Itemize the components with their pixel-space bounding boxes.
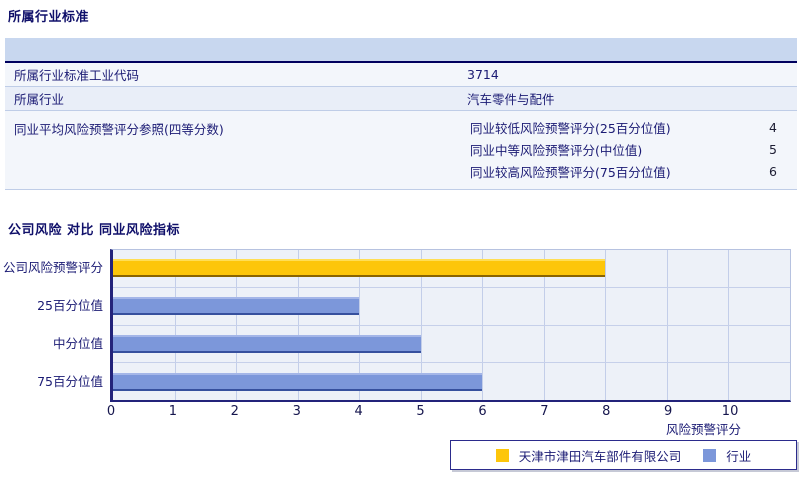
row-label: 同业平均风险预警评分参照(四等分数) — [14, 122, 224, 137]
x-axis-ticks: 0 1 2 3 4 5 6 7 8 9 10 — [107, 404, 792, 420]
category-band — [113, 288, 790, 326]
table-header-band — [5, 38, 797, 63]
industry-standard-table: 所属行业标准工业代码 3714 所属行业 汽车零件与配件 同业平均风险预警评分参… — [5, 38, 797, 190]
category-band — [113, 363, 790, 400]
row-label: 所属行业 — [14, 92, 65, 107]
category-label: 75百分位值 — [37, 373, 103, 389]
industry-score-bar — [113, 297, 360, 316]
sub-row-value: 6 — [769, 163, 777, 179]
sub-row-label: 同业较高风险预警评分(75百分位值) — [470, 164, 671, 180]
sub-row-label: 同业中等风险预警评分(中位值) — [470, 142, 643, 158]
category-band — [113, 326, 790, 364]
chart-category-labels: 公司风险预警评分 25百分位值中分位值 75百分位值 — [0, 249, 103, 401]
industry-standard-section-title: 所属行业标准 — [8, 10, 90, 25]
row-value: 汽车零件与配件 — [467, 92, 555, 107]
category-label: 25百分位值 — [37, 297, 103, 313]
sub-row-75th-percentile: 同业较高风险预警评分(75百分位值) 6 — [467, 160, 797, 182]
plot-area — [110, 249, 791, 402]
x-tick-label: 10 — [721, 404, 739, 419]
sub-row-25th-percentile: 同业较低风险预警评分(25百分位值) 4 — [467, 116, 797, 138]
industry-score-bar — [113, 372, 483, 391]
chart-legend: 天津市津田汽车部件有限公司 行业 — [450, 440, 797, 470]
x-tick-label: 7 — [540, 404, 549, 419]
row-label: 所属行业标准工业代码 — [14, 68, 140, 83]
x-tick-label: 5 — [416, 404, 425, 419]
sub-row-value: 5 — [769, 141, 777, 157]
x-tick-label: 0 — [106, 404, 116, 419]
x-axis-label: 风险预警评分 — [665, 422, 741, 437]
category-band — [113, 250, 790, 288]
x-tick-label: 8 — [602, 404, 611, 419]
category-label: 公司风险预警评分 — [2, 259, 103, 275]
x-tick-label: 6 — [478, 404, 487, 419]
legend-label-company: 天津市津田汽车部件有限公司 — [518, 448, 682, 464]
table-row-industry: 所属行业 汽车零件与配件 — [5, 87, 797, 111]
company-score-bar — [113, 259, 606, 278]
sub-row-value: 4 — [769, 119, 777, 135]
category-label: 中分位值 — [52, 335, 103, 351]
row-value: 3714 — [467, 67, 499, 82]
industry-score-bar — [113, 334, 421, 353]
sub-row-median: 同业中等风险预警评分(中位值) 5 — [467, 138, 797, 160]
legend-swatch-company — [495, 448, 509, 462]
x-tick-label: 4 — [354, 404, 363, 419]
benchmark-sub-rows: 同业较低风险预警评分(25百分位值) 4 同业中等风险预警评分(中位值) 5 同… — [467, 116, 797, 182]
sub-row-label: 同业较低风险预警评分(25百分位值) — [470, 120, 671, 136]
x-tick-label: 9 — [664, 404, 673, 419]
table-row-peer-benchmark: 同业平均风险预警评分参照(四等分数) 同业较低风险预警评分(25百分位值) 4 … — [5, 111, 797, 190]
x-tick-label: 3 — [292, 404, 301, 419]
table-row-industry-code: 所属行业标准工业代码 3714 — [5, 63, 797, 87]
x-tick-label: 1 — [168, 404, 178, 419]
legend-label-industry: 行业 — [726, 448, 752, 464]
x-tick-label: 2 — [230, 404, 239, 419]
chart-section-title: 公司风险 对比 同业风险指标 — [8, 223, 181, 238]
legend-swatch-industry — [703, 448, 717, 462]
